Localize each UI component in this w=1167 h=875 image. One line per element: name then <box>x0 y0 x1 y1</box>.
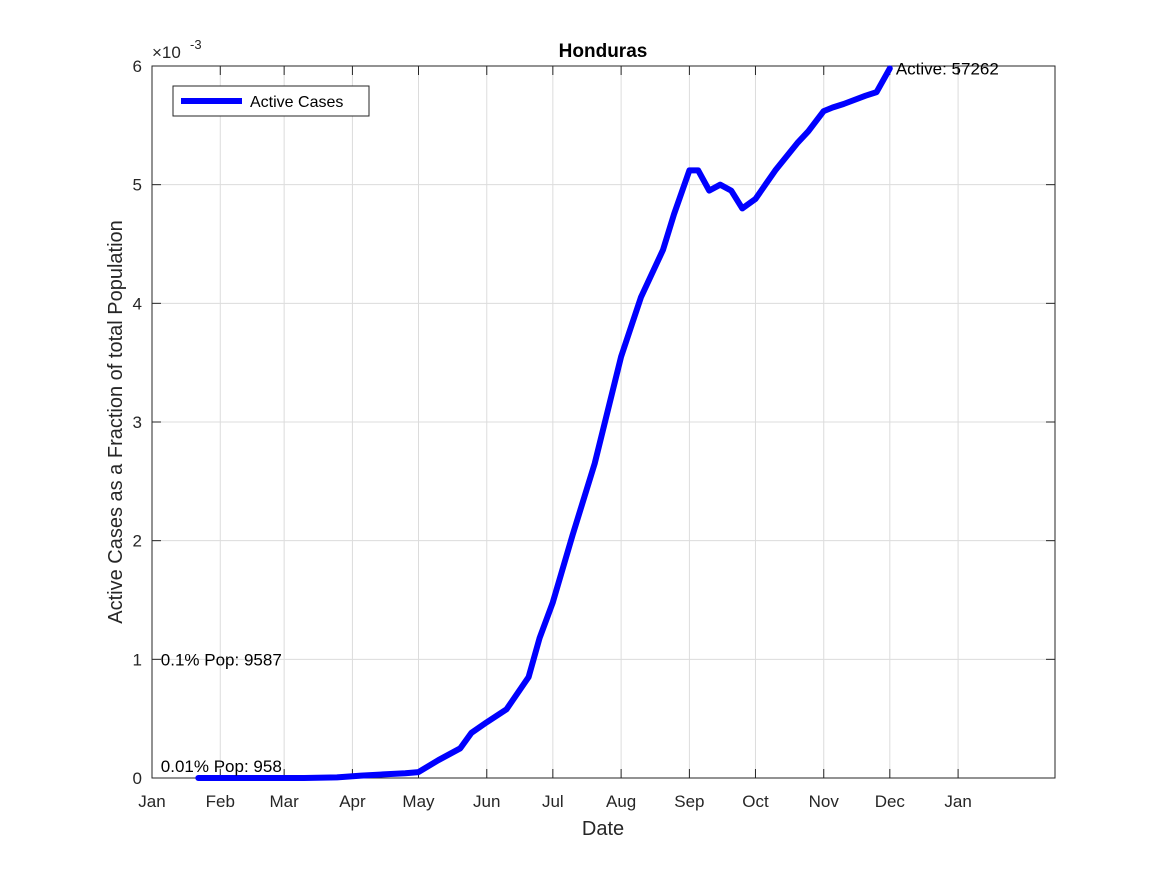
x-tick-label: Jan <box>944 792 971 811</box>
x-tick-label: Dec <box>875 792 906 811</box>
y-tick-label: 0 <box>133 769 142 788</box>
x-tick-label: Sep <box>674 792 704 811</box>
annotation-label: 0.1% Pop: 9587 <box>161 650 282 669</box>
x-tick-label: Aug <box>606 792 636 811</box>
y-exponent-power: -3 <box>190 37 202 52</box>
x-tick-label: May <box>402 792 435 811</box>
chart-title: Honduras <box>559 41 648 62</box>
y-axis-label: Active Cases as a Fraction of total Popu… <box>105 220 127 624</box>
annotation-label: 0.01% Pop: 958 <box>161 757 282 776</box>
y-exponent-base: ×10 <box>152 43 181 62</box>
y-tick-label: 4 <box>133 294 142 313</box>
x-tick-label: Jan <box>138 792 165 811</box>
y-tick-label: 5 <box>133 176 142 195</box>
x-tick-label: Oct <box>742 792 769 811</box>
x-tick-label: Jun <box>473 792 500 811</box>
y-tick-label: 2 <box>133 532 142 551</box>
x-tick-label: Jul <box>542 792 564 811</box>
annotations: Active: 57262 0.1% Pop: 9587 0.01% Pop: 95… <box>161 59 999 776</box>
plot-frame <box>151 65 1056 779</box>
x-tick-labels: Jan Feb Mar Apr May Jun Jul Aug Sep Oct Nov Dec Jan <box>138 792 972 811</box>
x-axis-label: Date <box>582 818 624 840</box>
x-tick-label: Nov <box>809 792 840 811</box>
x-tick-label: Mar <box>270 792 300 811</box>
y-tick-labels: 0 1 2 3 4 5 6 <box>133 57 142 788</box>
x-tick-label: Apr <box>339 792 366 811</box>
y-tick-label: 1 <box>133 650 142 669</box>
annotation-label: Active: 57262 <box>896 59 999 78</box>
x-tick-label: Feb <box>206 792 235 811</box>
y-tick-label: 3 <box>133 413 142 432</box>
y-exponent: ×10 -3 <box>152 37 202 62</box>
legend-entry-active-cases: Active Cases <box>250 94 343 111</box>
legend: Active Cases <box>172 85 370 117</box>
y-tick-label: 6 <box>133 57 142 76</box>
series-line-active-cases <box>195 65 893 781</box>
